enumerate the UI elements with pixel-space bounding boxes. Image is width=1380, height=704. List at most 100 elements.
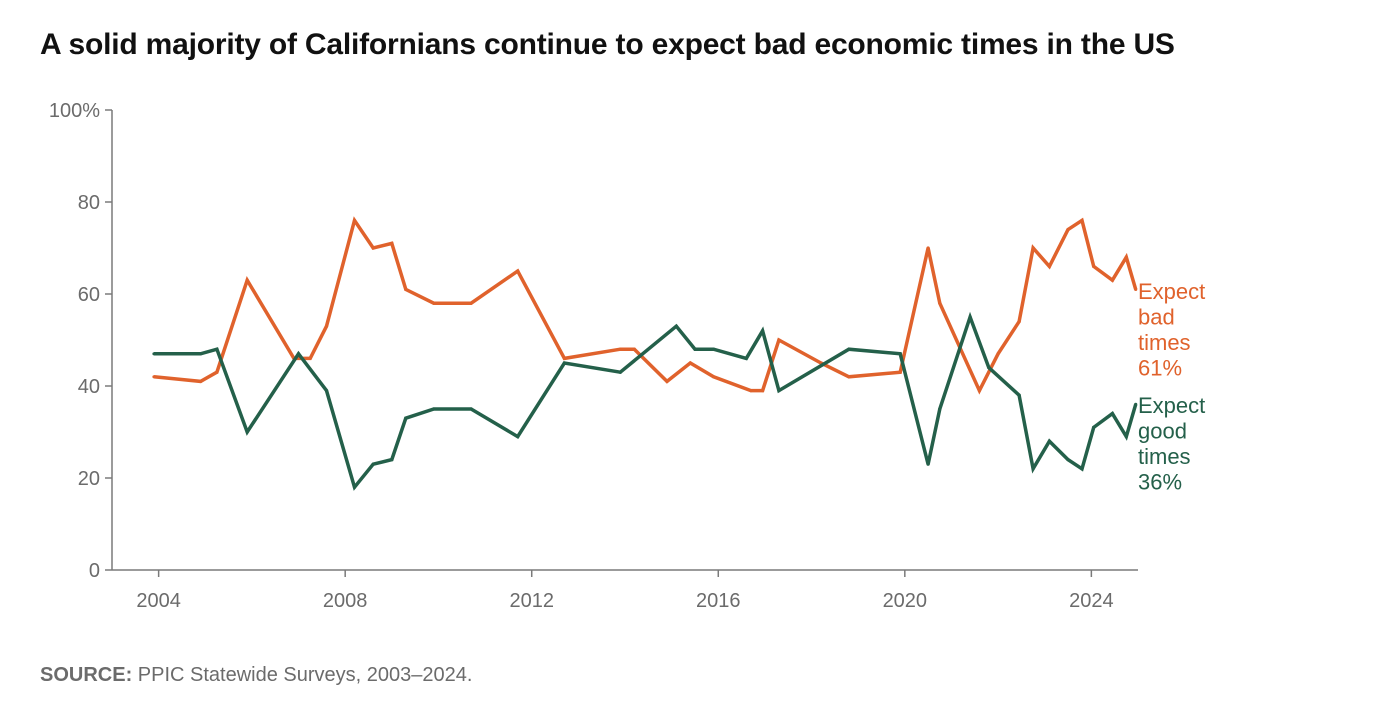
data-point: [1066, 228, 1070, 232]
data-point: [371, 246, 375, 250]
data-point: [1017, 320, 1021, 324]
x-tick-label: 2008: [323, 590, 368, 612]
data-point: [712, 347, 716, 351]
data-point: [1080, 218, 1084, 222]
data-point: [898, 370, 902, 374]
chart-series: [152, 216, 1138, 491]
data-point: [688, 361, 692, 365]
data-point: [199, 352, 203, 356]
data-point: [1110, 278, 1114, 282]
data-point: [674, 324, 678, 328]
data-point: [693, 347, 697, 351]
data-point: [432, 301, 436, 305]
y-axis-ticks: 0 20 40 60 80 100%: [49, 100, 112, 582]
data-point: [938, 301, 942, 305]
data-point: [777, 338, 781, 342]
x-tick-label: 2004: [136, 590, 181, 612]
data-point: [744, 356, 748, 360]
data-point: [390, 241, 394, 245]
data-point: [152, 352, 156, 356]
data-point: [938, 407, 942, 411]
data-point: [296, 352, 301, 356]
data-point: [1134, 287, 1138, 291]
data-point: [352, 485, 357, 489]
data-point: [1047, 439, 1051, 443]
x-axis-ticks: 2004 2008 2012 2016 2020 2024: [136, 570, 1114, 612]
y-tick-label: 100%: [49, 100, 100, 122]
series-label-line: Expect: [1138, 393, 1205, 418]
data-point: [1031, 246, 1035, 250]
data-point: [1124, 435, 1128, 439]
data-point: [665, 379, 669, 383]
data-point: [245, 430, 249, 434]
data-point: [618, 370, 622, 374]
data-point: [516, 269, 520, 273]
data-point: [847, 375, 851, 379]
data-point: [926, 246, 930, 250]
data-point: [469, 301, 473, 305]
data-point: [245, 278, 249, 282]
series-label-line: bad: [1138, 305, 1175, 330]
data-point: [926, 462, 930, 466]
data-point: [777, 389, 781, 393]
data-point: [215, 347, 219, 351]
series-label-line: times: [1138, 444, 1191, 469]
data-point: [749, 389, 753, 393]
x-tick-label: 2016: [696, 590, 741, 612]
series-label-line: 36%: [1138, 470, 1182, 495]
y-tick-label: 0: [89, 560, 100, 582]
series-label-line: times: [1138, 330, 1191, 355]
data-point: [1047, 264, 1051, 268]
data-point: [352, 218, 357, 222]
series-label-bad: Expect bad times 61%: [1138, 279, 1205, 381]
data-point: [632, 347, 636, 351]
data-point: [1092, 264, 1096, 268]
data-point: [324, 324, 329, 328]
data-point: [1031, 467, 1035, 471]
data-point: [324, 389, 329, 393]
y-tick-label: 80: [78, 192, 100, 214]
chart-title: A solid majority of Californians continu…: [40, 28, 1175, 61]
data-point: [371, 462, 375, 466]
y-tick-label: 40: [78, 376, 100, 398]
data-point: [390, 458, 394, 462]
source-text: PPIC Statewide Surveys, 2003–2024.: [132, 664, 473, 686]
chart-axes: [111, 110, 1138, 571]
y-tick-label: 60: [78, 284, 100, 306]
series-bad-times: [152, 216, 1138, 395]
data-point: [1080, 467, 1084, 471]
x-tick-label: 2024: [1069, 590, 1114, 612]
x-tick-label: 2020: [883, 590, 928, 612]
data-point: [977, 389, 982, 393]
data-point: [562, 356, 567, 360]
data-point: [1134, 402, 1138, 406]
data-point: [404, 416, 408, 420]
data-point: [761, 389, 765, 393]
data-point: [1066, 458, 1070, 462]
series-end-labels: Expect bad times 61%Expect good times 36%: [1138, 279, 1205, 495]
data-point: [898, 352, 902, 356]
data-point: [1017, 393, 1021, 397]
data-point: [152, 375, 156, 379]
data-point: [618, 347, 622, 351]
source-note: SOURCE: PPIC Statewide Surveys, 2003–202…: [40, 664, 472, 687]
y-tick-label: 20: [78, 468, 100, 490]
data-point: [712, 375, 716, 379]
series-good-line: [154, 311, 1138, 491]
data-point: [469, 407, 473, 411]
series-label-line: 61%: [1138, 356, 1182, 381]
data-point: [996, 352, 1000, 356]
x-tick-label: 2012: [509, 590, 554, 612]
data-point: [1092, 425, 1096, 429]
data-point: [562, 361, 567, 365]
data-point: [432, 407, 436, 411]
data-point: [404, 287, 408, 291]
series-label-line: good: [1138, 419, 1187, 444]
data-point: [516, 435, 520, 439]
source-label: SOURCE:: [40, 664, 133, 686]
series-label-line: Expect: [1138, 279, 1205, 304]
data-point: [308, 356, 312, 360]
series-label-good: Expect good times 36%: [1138, 393, 1205, 495]
data-point: [1110, 412, 1114, 416]
